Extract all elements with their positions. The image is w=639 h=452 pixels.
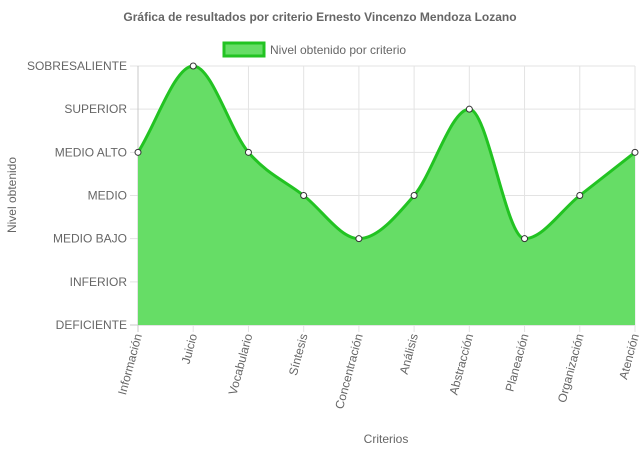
data-point-4[interactable] <box>300 192 308 199</box>
y-tick-label: MEDIO <box>88 189 127 203</box>
data-point-1[interactable] <box>134 148 142 156</box>
x-tick-label: Organización <box>555 332 587 404</box>
y-tick-label: MEDIO BAJO <box>53 232 127 246</box>
x-tick-label: Vocabulario <box>226 332 256 397</box>
y-tick-label: SUPERIOR <box>64 102 127 116</box>
y-tick-label: MEDIO ALTO <box>55 145 127 159</box>
x-tick-label: Concentración <box>332 332 366 410</box>
series-line <box>136 64 636 241</box>
y-tick-label: INFERIOR <box>70 275 128 289</box>
legend-swatch <box>222 41 266 58</box>
area-layer <box>136 64 636 325</box>
data-point-7[interactable] <box>465 105 473 113</box>
data-point-9[interactable] <box>576 192 584 199</box>
data-point-2[interactable] <box>189 62 197 70</box>
x-tick-label: Juicio <box>179 332 201 366</box>
x-tick-label: Análisis <box>397 332 421 376</box>
x-tick-label: Atención <box>616 332 639 381</box>
x-axis-label: Criterios <box>364 432 409 446</box>
y-axis-label: Nivel obtenido <box>5 157 19 233</box>
y-axis: DEFICIENTE INFERIOR MEDIO BAJO MEDIO MEDIO A… <box>27 59 127 332</box>
x-tick-label: Planeación <box>503 332 532 393</box>
data-point-3[interactable] <box>244 148 252 156</box>
y-tick-label: SOBRESALIENTE <box>27 59 127 73</box>
x-axis: Información Juicio Vocabulario Síntesis Conc… <box>115 332 639 411</box>
legend-label[interactable]: Nivel obtenido por criterio <box>270 43 406 57</box>
data-points <box>134 62 639 243</box>
y-tick-label: DEFICIENTE <box>56 318 127 332</box>
legend[interactable]: Nivel obtenido por criterio <box>222 41 406 58</box>
data-point-5[interactable] <box>355 235 363 243</box>
chart-title: Gráfica de resultados por criterio Ernes… <box>123 10 516 24</box>
data-point-8[interactable] <box>521 235 529 243</box>
x-tick-label: Síntesis <box>286 332 311 377</box>
data-point-10[interactable] <box>631 148 639 156</box>
data-point-6[interactable] <box>410 192 418 199</box>
x-tick-label: Abstracción <box>446 332 476 396</box>
series-area <box>138 66 635 325</box>
x-tick-label: Información <box>115 332 145 396</box>
